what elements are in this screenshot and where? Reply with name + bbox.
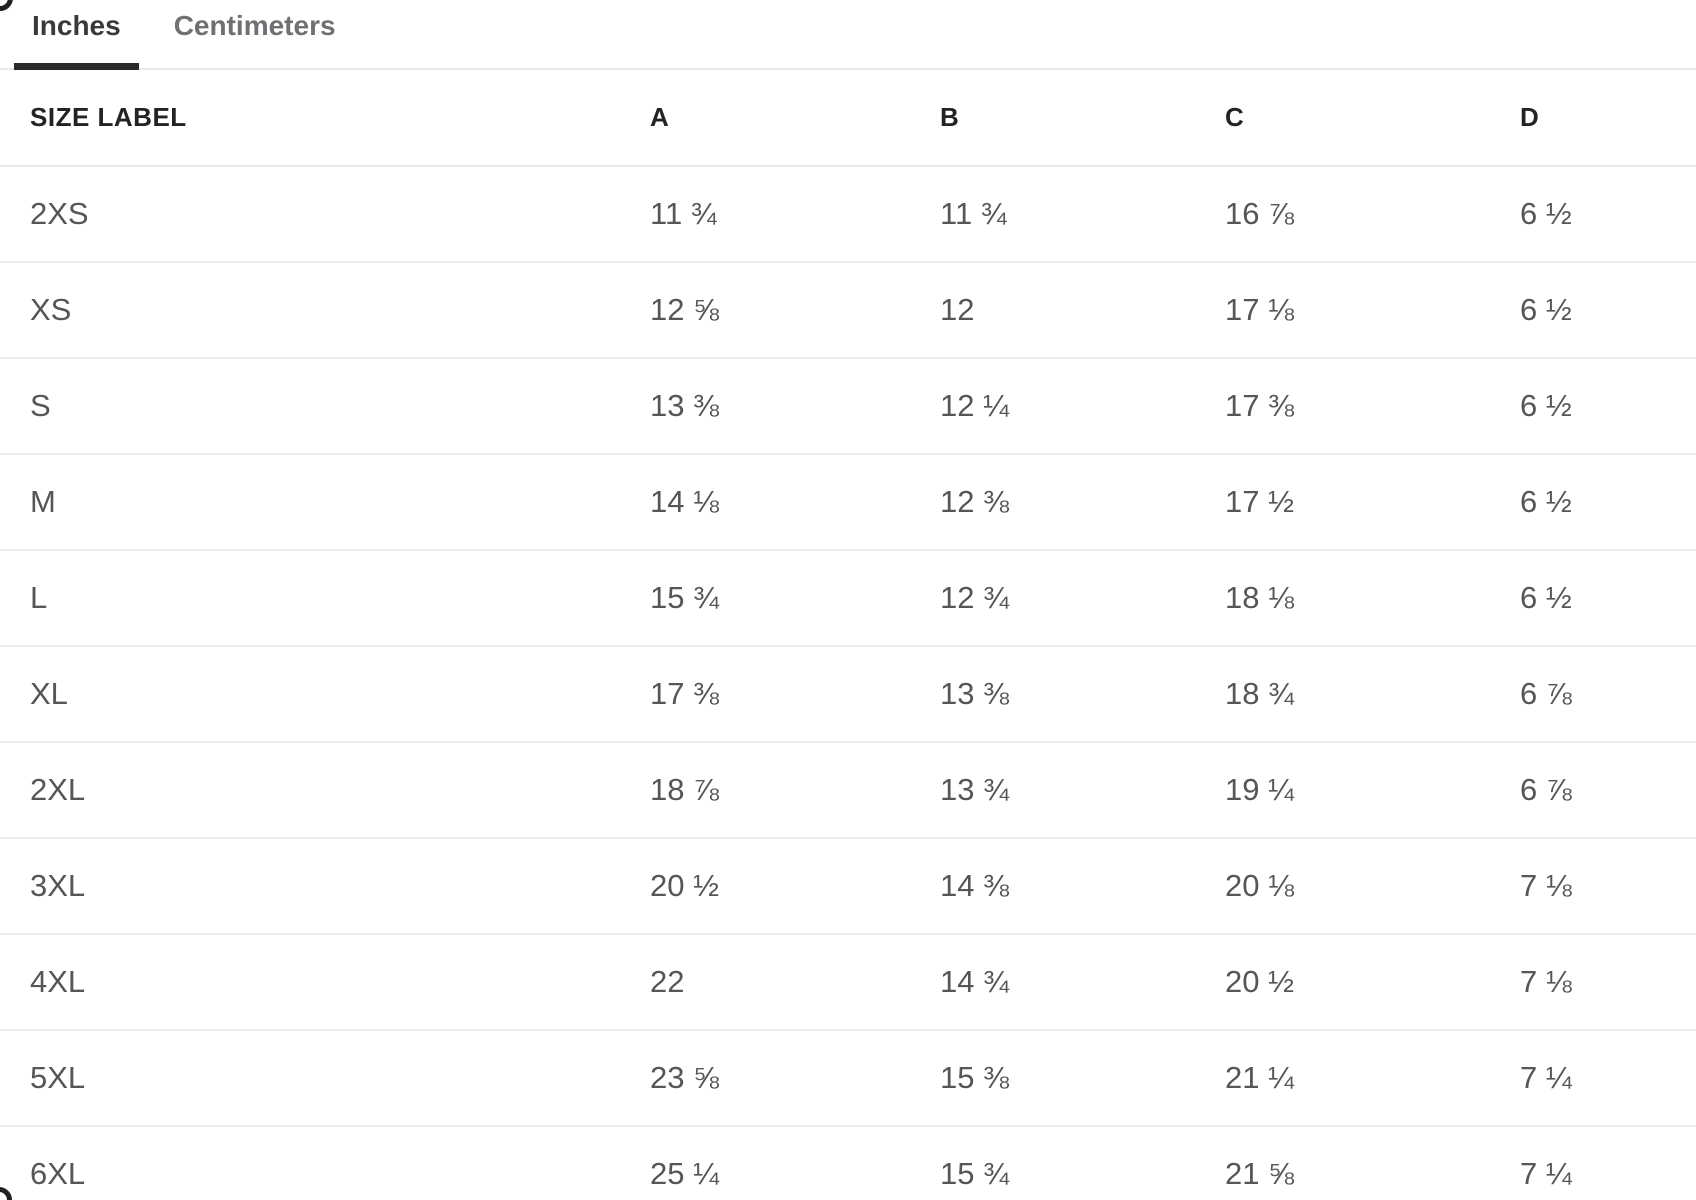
measurement-c-cell: 20 ½ bbox=[1225, 964, 1294, 999]
table-row: 3XL 20 ½ 14 ⅜ 20 ⅛ 7 ⅛ bbox=[0, 839, 1696, 935]
cropped-frame-corner-bottom bbox=[0, 1187, 12, 1200]
table-row: 4XL 22 14 ¾ 20 ½ 7 ⅛ bbox=[0, 935, 1696, 1031]
measurement-c-cell: 17 ½ bbox=[1225, 484, 1294, 519]
measurement-c-cell: 16 ⅞ bbox=[1225, 196, 1294, 231]
size-label-cell: 3XL bbox=[30, 868, 86, 903]
measurement-c-cell: 21 ⅝ bbox=[1225, 1156, 1294, 1191]
measurement-b-cell: 12 bbox=[940, 292, 975, 327]
measurement-a-cell: 12 ⅝ bbox=[650, 292, 719, 327]
table-row: XL 17 ⅜ 13 ⅜ 18 ¾ 6 ⅞ bbox=[0, 647, 1696, 743]
measurement-b-cell: 13 ¾ bbox=[940, 772, 1009, 807]
measurement-a-cell: 14 ⅛ bbox=[650, 484, 719, 519]
measurement-c-cell: 20 ⅛ bbox=[1225, 868, 1294, 903]
measurement-b-cell: 11 ¾ bbox=[940, 196, 1007, 231]
size-label-cell: L bbox=[30, 580, 48, 615]
measurement-c-cell: 18 ¾ bbox=[1225, 676, 1294, 711]
measurement-d-cell: 7 ⅛ bbox=[1520, 868, 1572, 903]
measurement-c-cell: 17 ⅛ bbox=[1225, 292, 1294, 327]
column-header-a: A bbox=[650, 102, 670, 132]
measurement-a-cell: 20 ½ bbox=[650, 868, 719, 903]
column-header-size-label: SIZE LABEL bbox=[30, 102, 187, 132]
column-header-c: C bbox=[1225, 102, 1245, 132]
table-row: 5XL 23 ⅝ 15 ⅜ 21 ¼ 7 ¼ bbox=[0, 1031, 1696, 1127]
measurement-a-cell: 17 ⅜ bbox=[650, 676, 719, 711]
table-row: 2XS 11 ¾ 11 ¾ 16 ⅞ 6 ½ bbox=[0, 167, 1696, 263]
table-row: XS 12 ⅝ 12 17 ⅛ 6 ½ bbox=[0, 263, 1696, 359]
size-label-cell: 2XL bbox=[30, 772, 86, 807]
measurement-b-cell: 12 ¼ bbox=[940, 388, 1009, 423]
measurement-b-cell: 14 ⅜ bbox=[940, 868, 1009, 903]
measurement-a-cell: 22 bbox=[650, 964, 685, 999]
measurement-a-cell: 15 ¾ bbox=[650, 580, 719, 615]
table-row: M 14 ⅛ 12 ⅜ 17 ½ 6 ½ bbox=[0, 455, 1696, 551]
size-label-cell: 4XL bbox=[30, 964, 86, 999]
measurement-b-cell: 15 ¾ bbox=[940, 1156, 1009, 1191]
measurement-c-cell: 18 ⅛ bbox=[1225, 580, 1294, 615]
measurement-a-cell: 23 ⅝ bbox=[650, 1060, 719, 1095]
measurement-b-cell: 13 ⅜ bbox=[940, 676, 1009, 711]
measurement-d-cell: 6 ½ bbox=[1520, 196, 1572, 231]
table-row: 2XL 18 ⅞ 13 ¾ 19 ¼ 6 ⅞ bbox=[0, 743, 1696, 839]
measurement-d-cell: 7 ¼ bbox=[1520, 1156, 1572, 1191]
measurement-b-cell: 12 ¾ bbox=[940, 580, 1009, 615]
measurement-a-cell: 11 ¾ bbox=[650, 196, 717, 231]
measurement-b-cell: 15 ⅜ bbox=[940, 1060, 1009, 1095]
measurement-d-cell: 7 ¼ bbox=[1520, 1060, 1572, 1095]
measurement-c-cell: 21 ¼ bbox=[1225, 1060, 1294, 1095]
column-header-b: B bbox=[940, 102, 960, 132]
table-header-row: SIZE LABEL A B C D bbox=[0, 70, 1696, 167]
measurement-b-cell: 14 ¾ bbox=[940, 964, 1009, 999]
measurement-c-cell: 17 ⅜ bbox=[1225, 388, 1294, 423]
measurement-d-cell: 6 ½ bbox=[1520, 292, 1572, 327]
size-label-cell: XS bbox=[30, 292, 72, 327]
size-label-cell: 6XL bbox=[30, 1156, 86, 1191]
measurement-d-cell: 6 ½ bbox=[1520, 580, 1572, 615]
tab-centimeters[interactable]: Centimeters bbox=[173, 10, 336, 41]
table-body: 2XS 11 ¾ 11 ¾ 16 ⅞ 6 ½ XS 12 ⅝ 12 17 ⅛ 6… bbox=[0, 167, 1696, 1200]
table-row: L 15 ¾ 12 ¾ 18 ⅛ 6 ½ bbox=[0, 551, 1696, 647]
measurement-d-cell: 6 ⅞ bbox=[1520, 772, 1572, 807]
size-chart-table: SIZE LABEL A B C D 2XS 11 ¾ 11 ¾ 16 ⅞ 6 … bbox=[0, 70, 1696, 1200]
measurement-a-cell: 25 ¼ bbox=[650, 1156, 719, 1191]
measurement-d-cell: 6 ½ bbox=[1520, 388, 1572, 423]
size-label-cell: M bbox=[30, 484, 56, 519]
measurement-d-cell: 7 ⅛ bbox=[1520, 964, 1572, 999]
column-header-d: D bbox=[1520, 102, 1540, 132]
measurement-a-cell: 13 ⅜ bbox=[650, 388, 719, 423]
measurement-c-cell: 19 ¼ bbox=[1225, 772, 1294, 807]
size-label-cell: 5XL bbox=[30, 1060, 86, 1095]
unit-tabs: Inches Centimeters bbox=[0, 0, 1696, 70]
measurement-d-cell: 6 ½ bbox=[1520, 484, 1572, 519]
tab-inches[interactable]: Inches bbox=[14, 0, 139, 70]
size-label-cell: S bbox=[30, 388, 51, 423]
table-row: 6XL 25 ¼ 15 ¾ 21 ⅝ 7 ¼ bbox=[0, 1127, 1696, 1200]
measurement-b-cell: 12 ⅜ bbox=[940, 484, 1009, 519]
measurement-d-cell: 6 ⅞ bbox=[1520, 676, 1572, 711]
measurement-a-cell: 18 ⅞ bbox=[650, 772, 719, 807]
cropped-frame-corner-top bbox=[0, 0, 13, 11]
table-row: S 13 ⅜ 12 ¼ 17 ⅜ 6 ½ bbox=[0, 359, 1696, 455]
size-label-cell: XL bbox=[30, 676, 68, 711]
size-label-cell: 2XS bbox=[30, 196, 89, 231]
